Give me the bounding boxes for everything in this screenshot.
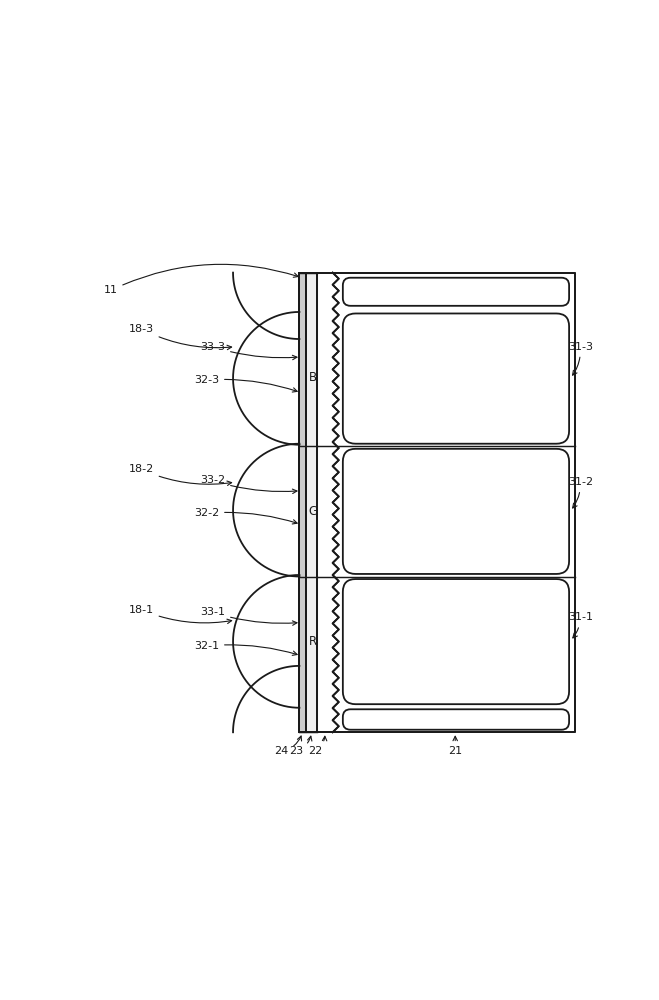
Text: R: R [309, 635, 317, 648]
FancyBboxPatch shape [343, 449, 569, 574]
Text: 18-2: 18-2 [129, 464, 231, 485]
FancyBboxPatch shape [343, 313, 569, 444]
Text: 22: 22 [308, 736, 327, 756]
Text: 31-1: 31-1 [568, 612, 593, 638]
Text: 33-1: 33-1 [200, 607, 297, 625]
Text: 21: 21 [448, 736, 462, 756]
Text: 31-2: 31-2 [568, 477, 593, 508]
Text: 33-3: 33-3 [200, 342, 297, 360]
Polygon shape [318, 273, 575, 732]
Text: 32-2: 32-2 [194, 508, 297, 524]
FancyBboxPatch shape [343, 278, 569, 306]
Text: 33-2: 33-2 [200, 475, 297, 494]
Text: 11: 11 [103, 264, 298, 295]
Text: 32-3: 32-3 [194, 375, 297, 392]
Text: 18-1: 18-1 [129, 605, 231, 624]
Text: 32-1: 32-1 [194, 641, 297, 655]
FancyBboxPatch shape [343, 579, 569, 704]
Text: 23: 23 [289, 736, 312, 756]
Text: 24: 24 [274, 736, 302, 756]
FancyBboxPatch shape [343, 709, 569, 730]
Text: 18-3: 18-3 [129, 324, 231, 350]
Text: G: G [308, 505, 318, 518]
Text: B: B [309, 371, 317, 384]
Text: 31-3: 31-3 [568, 342, 593, 375]
